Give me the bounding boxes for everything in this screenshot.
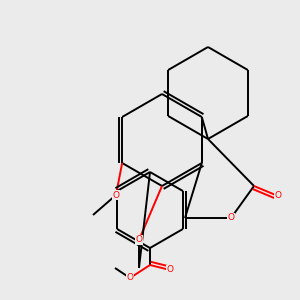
Text: O: O [274,191,281,200]
Text: O: O [167,266,173,274]
Text: O: O [112,190,119,200]
Text: O: O [136,236,142,244]
Text: O: O [227,214,235,223]
Text: O: O [127,274,134,283]
